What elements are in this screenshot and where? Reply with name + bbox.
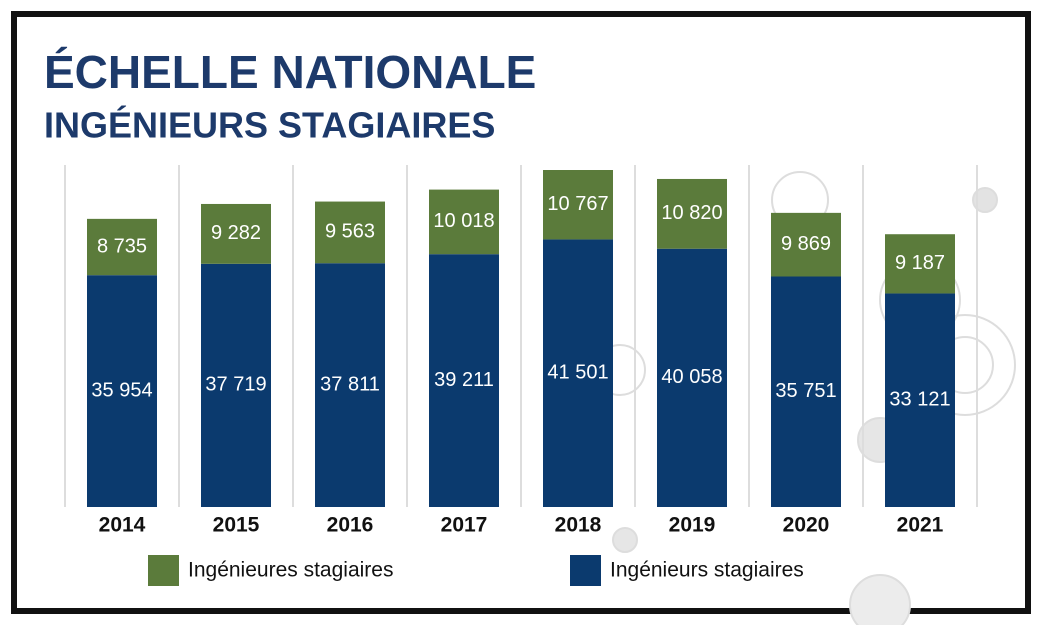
bar-segment: [315, 201, 385, 264]
bar-segment: [657, 248, 727, 507]
bar-segment: [885, 293, 955, 507]
value-label: 35 954: [91, 379, 152, 401]
value-label: 40 058: [661, 366, 722, 388]
bar-segment: [657, 178, 727, 249]
bar-segment: [429, 254, 499, 507]
value-label: 9 282: [211, 222, 261, 244]
value-label: 10 767: [547, 193, 608, 215]
value-label: 9 869: [781, 233, 831, 255]
value-label: 9 563: [325, 221, 375, 243]
bar-segment: [201, 263, 271, 507]
value-label: 33 121: [889, 389, 950, 411]
value-label: 37 811: [320, 373, 380, 395]
legend-swatch: [148, 555, 179, 586]
legend-label: Ingénieurs stagiaires: [610, 559, 804, 582]
x-tick-label: 2014: [99, 514, 146, 537]
x-tick-label: 2020: [783, 514, 830, 537]
bar-segment: [885, 234, 955, 294]
x-tick-label: 2018: [555, 514, 602, 537]
x-tick-label: 2017: [441, 514, 488, 537]
x-tick-label: 2019: [669, 514, 716, 537]
x-tick-label: 2016: [327, 514, 374, 537]
bar-segment: [315, 263, 385, 507]
legend-label: Ingénieures stagiaires: [188, 559, 393, 582]
value-label: 41 501: [547, 361, 608, 383]
bar-segment: [87, 218, 157, 276]
value-label: 10 018: [433, 210, 494, 232]
value-label: 37 719: [205, 374, 266, 396]
bar-segment: [543, 239, 613, 507]
bar-segment: [771, 276, 841, 507]
value-label: 39 211: [434, 369, 494, 391]
legend-swatch: [570, 555, 601, 586]
bar-segment: [543, 170, 613, 240]
bar-segment: [429, 189, 499, 255]
value-label: 10 820: [661, 202, 722, 224]
bar-segment: [201, 203, 271, 264]
x-tick-label: 2015: [213, 514, 260, 537]
bar-segment: [771, 212, 841, 277]
bar-segment: [87, 275, 157, 507]
value-label: 9 187: [895, 252, 945, 274]
value-label: 35 751: [775, 380, 836, 402]
value-label: 8 735: [97, 235, 147, 257]
chart-subtitle: INGÉNIEURS STAGIAIRES: [44, 105, 495, 146]
chart-title: ÉCHELLE NATIONALE: [44, 46, 536, 98]
x-tick-label: 2021: [897, 514, 944, 537]
